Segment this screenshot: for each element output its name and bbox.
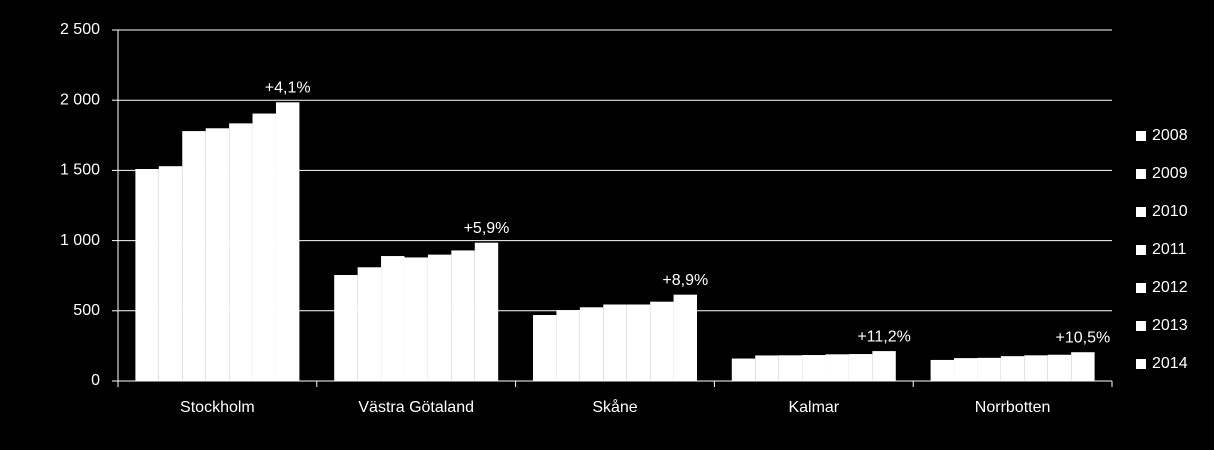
bar: [1024, 355, 1048, 381]
bar: [603, 304, 627, 381]
bar: [731, 358, 756, 381]
legend-label: 2011: [1152, 241, 1187, 258]
bar: [778, 355, 803, 381]
bar: [474, 242, 499, 381]
legend-label: 2014: [1152, 355, 1188, 372]
bar: [451, 250, 475, 381]
y-tick-label: 500: [73, 302, 100, 319]
bar: [158, 166, 183, 381]
bar: [404, 257, 428, 381]
legend-swatch: [1136, 169, 1146, 179]
bar: [977, 357, 1001, 381]
bar: [205, 128, 230, 381]
bar: [381, 256, 405, 381]
x-tick-label: Västra Götaland: [358, 399, 474, 416]
bar: [954, 358, 978, 381]
y-tick-label: 2 500: [60, 21, 100, 38]
bar: [872, 351, 896, 381]
bar: [556, 310, 580, 381]
bar: [1000, 356, 1025, 381]
legend-swatch: [1136, 359, 1146, 369]
bar: [182, 131, 206, 381]
bar: [1071, 352, 1095, 381]
y-tick-label: 1 500: [60, 162, 100, 179]
legend-label: 2013: [1152, 317, 1188, 334]
legend-label: 2008: [1152, 127, 1188, 144]
legend-label: 2010: [1152, 203, 1188, 220]
legend-label: 2012: [1152, 279, 1188, 296]
bar: [825, 354, 849, 381]
bar: [533, 315, 557, 381]
bar: [673, 294, 697, 381]
bar: [229, 123, 253, 381]
legend-swatch: [1136, 283, 1146, 293]
bar: [848, 354, 873, 381]
annotation: +8,9%: [662, 272, 708, 289]
legend-swatch: [1136, 321, 1146, 331]
bar: [427, 254, 452, 381]
bar: [252, 113, 276, 382]
bar: [334, 274, 358, 381]
y-tick-label: 2 000: [60, 91, 100, 108]
bar: [802, 355, 826, 381]
legend-swatch: [1136, 245, 1146, 255]
x-tick-label: Norrbotten: [975, 399, 1051, 416]
bar: [135, 168, 159, 381]
bar: [1047, 354, 1072, 381]
y-tick-label: 0: [91, 372, 100, 389]
annotation: +11,2%: [857, 328, 911, 345]
bar: [650, 301, 674, 381]
x-tick-label: Stockholm: [180, 399, 255, 416]
bar: [930, 359, 955, 381]
x-tick-label: Skåne: [592, 398, 637, 416]
y-tick-label: 1 000: [60, 232, 100, 249]
bar: [626, 304, 651, 381]
annotation: +4,1%: [265, 80, 311, 97]
legend-label: 2009: [1152, 165, 1188, 182]
annotation: +10,5%: [1056, 329, 1111, 346]
bar: [755, 355, 779, 381]
x-tick-label: Kalmar: [788, 399, 839, 416]
bar: [579, 307, 604, 381]
annotation: +5,9%: [464, 220, 510, 237]
legend-swatch: [1136, 131, 1146, 141]
bar: [357, 267, 382, 381]
legend-swatch: [1136, 207, 1146, 217]
bar: [275, 102, 300, 381]
